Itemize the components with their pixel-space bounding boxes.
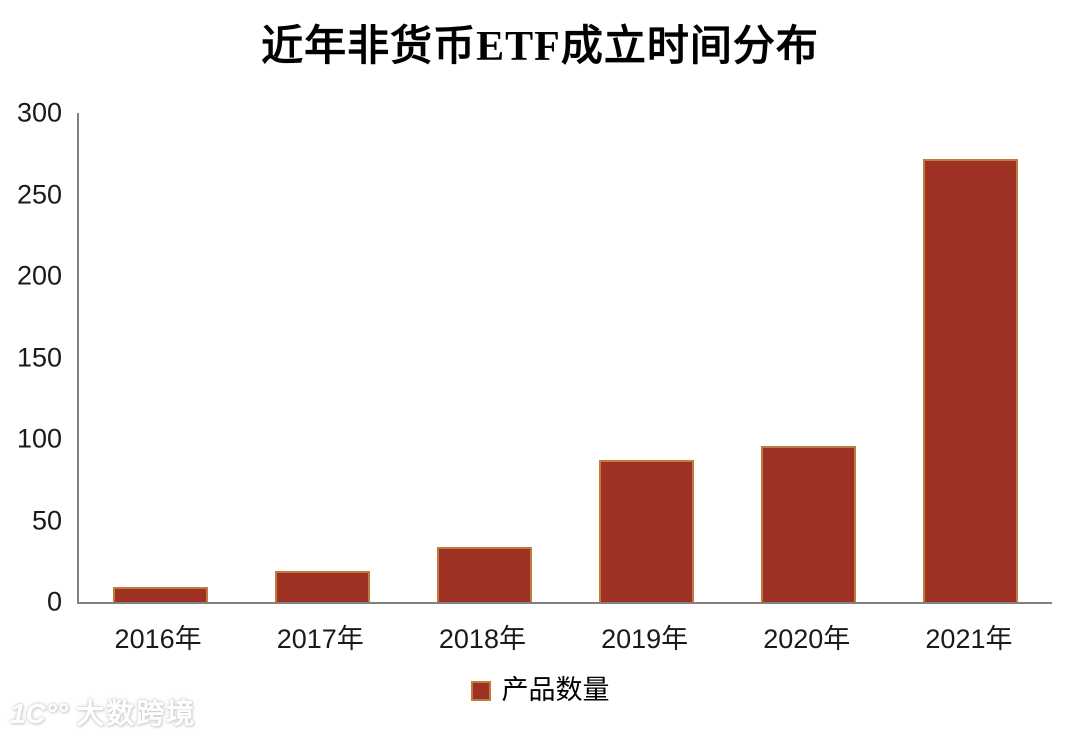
- y-tick-label-100: 100: [16, 423, 62, 454]
- category-2021年: [890, 113, 1052, 602]
- x-tick-label-2021年: 2021年: [925, 624, 1013, 654]
- y-tick-label-50: 50: [31, 505, 62, 536]
- category-2018年: [403, 113, 565, 602]
- bar-2019年: [599, 460, 695, 602]
- x-tick-label-2016年: 2016年: [114, 624, 202, 654]
- legend-swatch: [470, 680, 491, 701]
- watermark-brand-text: 大数跨境: [76, 698, 197, 729]
- y-tick-label-0: 0: [46, 586, 62, 617]
- plot-area: [77, 113, 1052, 604]
- watermark-logo-icon: 1C°°: [10, 698, 69, 729]
- category-2019年: [566, 113, 728, 602]
- chart-title: 近年非货币ETF成立时间分布: [261, 24, 819, 70]
- legend: 产品数量: [0, 675, 1080, 706]
- bar-2017年: [274, 571, 370, 602]
- watermark: 1C°° 大数跨境: [10, 692, 196, 732]
- y-tick-label-250: 250: [16, 179, 62, 209]
- bar-2016年: [112, 587, 208, 602]
- x-tick-label-2020年: 2020年: [763, 624, 851, 654]
- y-tick-label-200: 200: [16, 260, 62, 291]
- bar-2021年: [923, 158, 1019, 602]
- bars-container: [79, 113, 1052, 602]
- bar-2018年: [436, 546, 532, 602]
- legend-series-label: 产品数量: [501, 675, 610, 705]
- x-tick-label-2017年: 2017年: [276, 624, 364, 654]
- y-tick-label-300: 300: [16, 97, 62, 128]
- y-axis-tick-labels: 0 50 100 150 200 250 300: [0, 99, 62, 615]
- x-tick-label-2018年: 2018年: [438, 624, 526, 654]
- category-2020年: [728, 113, 890, 602]
- y-tick-label-150: 150: [16, 342, 62, 372]
- category-2017年: [241, 113, 403, 602]
- x-axis-labels: 2016年 2017年 2018年 2019年 2020年 2021年: [77, 617, 1050, 656]
- bar-2020年: [761, 445, 857, 602]
- x-tick-label-2019年: 2019年: [601, 624, 689, 654]
- category-2016年: [79, 113, 241, 602]
